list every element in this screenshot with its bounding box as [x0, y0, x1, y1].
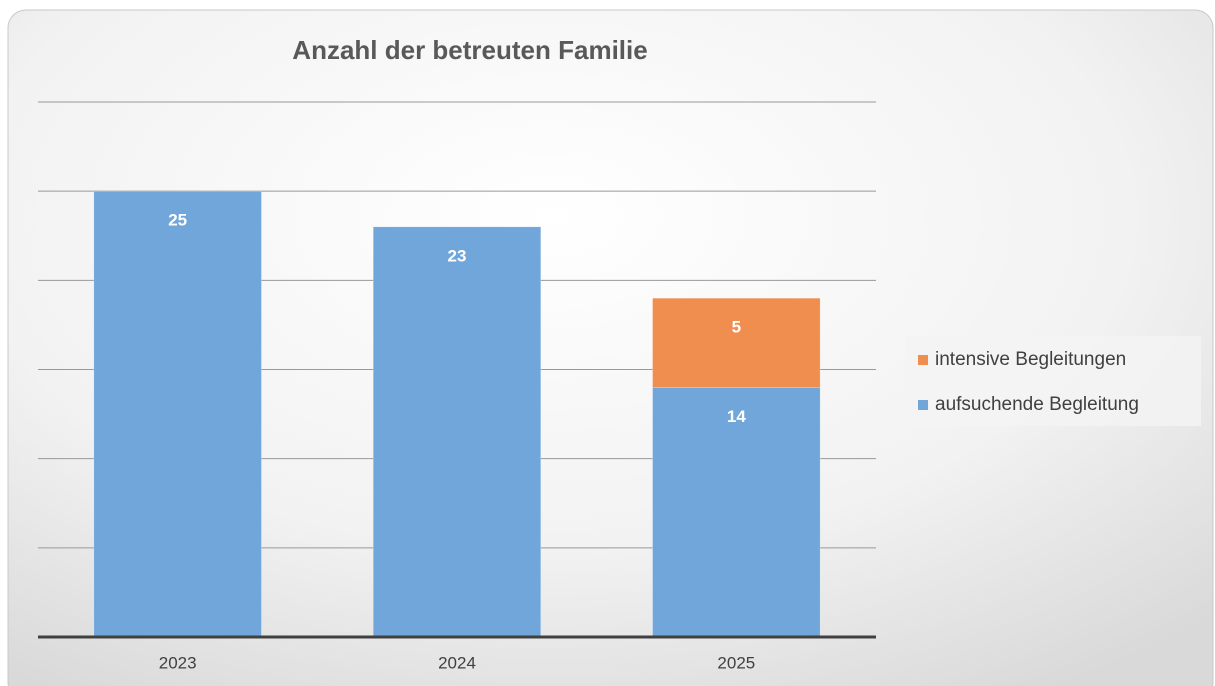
bar-segment — [652, 387, 821, 638]
legend-label: intensive Begleitungen — [935, 349, 1126, 370]
legend-swatch — [918, 355, 928, 365]
data-label: 14 — [727, 407, 746, 426]
data-label: 23 — [448, 246, 467, 265]
data-label: 5 — [732, 318, 741, 337]
data-label: 25 — [168, 211, 187, 230]
x-tick-label: 2024 — [438, 653, 476, 672]
legend-label: aufsuchende Begleitung — [935, 394, 1139, 415]
chart-title: Anzahl der betreuten Familie — [292, 35, 647, 65]
bar-segment — [652, 297, 821, 388]
legend-swatch — [918, 400, 928, 410]
x-tick-label: 2023 — [159, 653, 197, 672]
legend-box — [905, 336, 1201, 426]
x-tick-label: 2025 — [717, 653, 755, 672]
chart-card — [7, 9, 1214, 686]
bar-segment — [372, 226, 542, 638]
bar-segment — [93, 190, 262, 638]
